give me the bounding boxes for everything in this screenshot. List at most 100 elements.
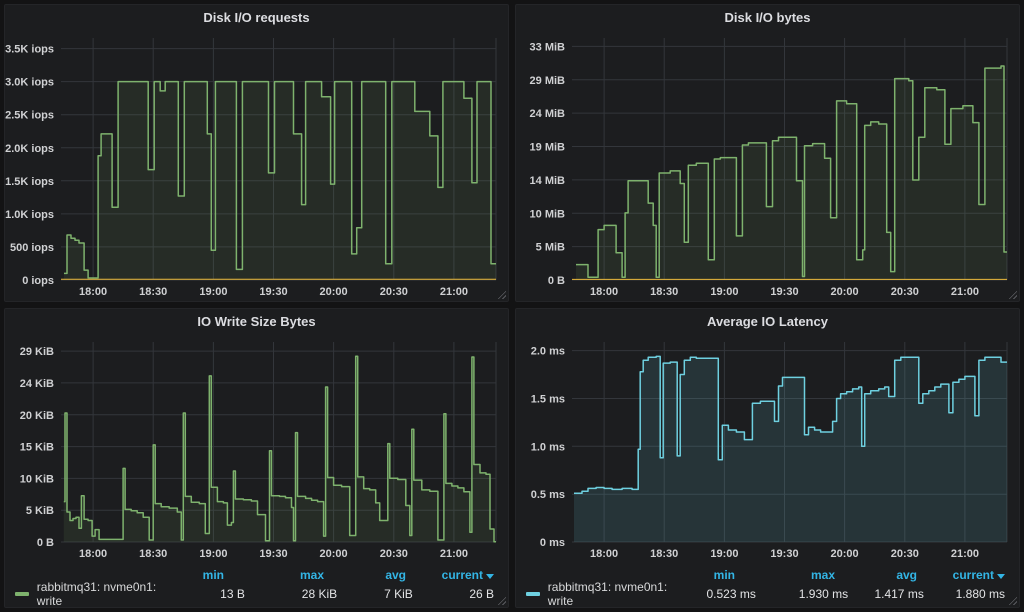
legend-current-value: 26 B bbox=[469, 586, 495, 601]
legend-sort-current[interactable]: current bbox=[406, 568, 494, 582]
svg-text:21:00: 21:00 bbox=[440, 548, 468, 560]
svg-text:2.0K iops: 2.0K iops bbox=[5, 143, 54, 155]
panel-title[interactable]: Average IO Latency bbox=[707, 314, 828, 329]
svg-text:15 KiB: 15 KiB bbox=[20, 442, 54, 454]
legend-series-row: rabbitmq31: nvme0n1: write 13 B 28 KiB 7… bbox=[15, 580, 495, 607]
svg-text:21:00: 21:00 bbox=[440, 286, 468, 298]
svg-text:19:30: 19:30 bbox=[259, 286, 287, 298]
svg-text:10 MiB: 10 MiB bbox=[530, 208, 566, 220]
svg-text:19:00: 19:00 bbox=[199, 548, 227, 560]
svg-text:0 B: 0 B bbox=[37, 537, 54, 549]
svg-text:14 MiB: 14 MiB bbox=[530, 175, 566, 187]
svg-text:0 iops: 0 iops bbox=[22, 275, 54, 287]
svg-text:1.5K iops: 1.5K iops bbox=[5, 176, 54, 188]
disk-io-requests-chart[interactable]: 18:00 18:30 19:00 19:30 20:00 20:30 21:00 0 iop… bbox=[5, 31, 508, 301]
svg-text:20:30: 20:30 bbox=[891, 286, 919, 298]
panel-resize-handle-icon[interactable] bbox=[497, 290, 506, 299]
series-color-swatch bbox=[526, 591, 540, 596]
svg-text:19:30: 19:30 bbox=[770, 286, 798, 298]
svg-text:500 iops: 500 iops bbox=[10, 242, 54, 254]
panel-resize-handle-icon[interactable] bbox=[1008, 290, 1017, 299]
legend-sort-current[interactable]: current bbox=[917, 568, 1005, 582]
svg-text:5 KiB: 5 KiB bbox=[26, 505, 54, 517]
panel-title[interactable]: Disk I/O bytes bbox=[724, 10, 811, 25]
svg-text:19:30: 19:30 bbox=[770, 548, 798, 560]
legend-min-value: 13 B bbox=[220, 586, 245, 601]
plot-area: 18:00 18:30 19:00 19:30 20:00 20:30 21:00 0 B 5 … bbox=[516, 31, 1019, 301]
svg-text:19:30: 19:30 bbox=[259, 548, 287, 560]
legend-sort-current-label: current bbox=[441, 567, 483, 582]
svg-text:1.0 ms: 1.0 ms bbox=[531, 441, 565, 453]
legend-header-row: min max avg current bbox=[526, 565, 1005, 584]
svg-text:20:00: 20:00 bbox=[320, 286, 348, 298]
caret-down-icon bbox=[486, 573, 494, 579]
svg-text:29 KiB: 29 KiB bbox=[20, 346, 54, 358]
legend-sort-max[interactable]: max bbox=[810, 567, 835, 582]
svg-text:0.5 ms: 0.5 ms bbox=[531, 489, 565, 501]
svg-text:19:00: 19:00 bbox=[710, 548, 738, 560]
legend-sort-max[interactable]: max bbox=[299, 567, 324, 582]
svg-text:20:30: 20:30 bbox=[891, 548, 919, 560]
legend-sort-avg[interactable]: avg bbox=[385, 567, 406, 582]
svg-text:20:00: 20:00 bbox=[320, 548, 348, 560]
svg-text:29 MiB: 29 MiB bbox=[530, 75, 566, 87]
svg-text:18:00: 18:00 bbox=[590, 286, 618, 298]
legend-sort-avg[interactable]: avg bbox=[896, 567, 917, 582]
legend-sort-min[interactable]: min bbox=[202, 567, 224, 582]
svg-text:18:00: 18:00 bbox=[590, 548, 618, 560]
plot-area: 18:00 18:30 19:00 19:30 20:00 20:30 21:00 0 ms 0… bbox=[516, 335, 1019, 563]
svg-text:18:00: 18:00 bbox=[79, 286, 107, 298]
svg-text:18:30: 18:30 bbox=[650, 548, 678, 560]
legend-max-value: 28 KiB bbox=[301, 586, 338, 601]
legend-avg-value: 1.417 ms bbox=[874, 586, 924, 601]
legend-max-value: 1.930 ms bbox=[798, 586, 849, 601]
svg-text:1.5 ms: 1.5 ms bbox=[531, 394, 565, 406]
svg-text:21:00: 21:00 bbox=[951, 548, 979, 560]
legend-series-label[interactable]: rabbitmq31: nvme0n1: write bbox=[36, 579, 157, 608]
panel-io-write-size-bytes: IO Write Size Bytes 18:00 18:30 19:00 19:30… bbox=[4, 308, 509, 608]
svg-text:20:30: 20:30 bbox=[380, 286, 408, 298]
plot-area: 18:00 18:30 19:00 19:30 20:00 20:30 21:00 0 B 5 … bbox=[5, 335, 508, 563]
svg-text:19 MiB: 19 MiB bbox=[530, 142, 566, 154]
legend-avg-value: 7 KiB bbox=[384, 586, 413, 601]
legend-current-value: 1.880 ms bbox=[955, 586, 1006, 601]
series-color-swatch bbox=[15, 591, 29, 596]
legend-header-row: min max avg current bbox=[15, 565, 494, 584]
svg-text:19:00: 19:00 bbox=[199, 286, 227, 298]
svg-text:24 KiB: 24 KiB bbox=[20, 378, 54, 390]
svg-text:24 MiB: 24 MiB bbox=[530, 108, 566, 120]
legend-min-value: 0.523 ms bbox=[706, 586, 756, 601]
svg-text:18:30: 18:30 bbox=[139, 286, 167, 298]
panel-title[interactable]: IO Write Size Bytes bbox=[197, 314, 316, 329]
svg-text:2.0 ms: 2.0 ms bbox=[531, 346, 565, 358]
panel-resize-handle-icon[interactable] bbox=[497, 596, 506, 605]
caret-down-icon bbox=[997, 573, 1005, 579]
average-io-latency-chart[interactable]: 18:00 18:30 19:00 19:30 20:00 20:30 21:00 0 ms 0… bbox=[516, 335, 1019, 563]
svg-text:5 MiB: 5 MiB bbox=[536, 242, 565, 254]
svg-text:18:30: 18:30 bbox=[650, 286, 678, 298]
legend-sort-current-label: current bbox=[952, 567, 994, 582]
svg-text:21:00: 21:00 bbox=[951, 286, 979, 298]
panel-title[interactable]: Disk I/O requests bbox=[203, 10, 310, 25]
svg-text:3.0K iops: 3.0K iops bbox=[5, 77, 54, 89]
disk-io-bytes-chart[interactable]: 18:00 18:30 19:00 19:30 20:00 20:30 21:00 0 B 5 … bbox=[516, 31, 1019, 301]
svg-text:20:30: 20:30 bbox=[380, 548, 408, 560]
svg-text:19:00: 19:00 bbox=[710, 286, 738, 298]
legend-series-label[interactable]: rabbitmq31: nvme0n1: write bbox=[547, 579, 668, 608]
svg-text:18:00: 18:00 bbox=[79, 548, 107, 560]
legend: min max avg current rabbitmq31: nvme0n1:… bbox=[516, 563, 1019, 607]
svg-text:0 B: 0 B bbox=[548, 275, 565, 287]
io-write-size-bytes-chart[interactable]: 18:00 18:30 19:00 19:30 20:00 20:30 21:00 0 B 5 … bbox=[5, 335, 508, 563]
plot-area: 18:00 18:30 19:00 19:30 20:00 20:30 21:00 0 iop… bbox=[5, 31, 508, 301]
legend-series-row: rabbitmq31: nvme0n1: write 0.523 ms 1.93… bbox=[526, 580, 1006, 607]
svg-text:2.5K iops: 2.5K iops bbox=[5, 110, 54, 122]
svg-text:18:30: 18:30 bbox=[139, 548, 167, 560]
panel-average-io-latency: Average IO Latency 18:00 18:30 19:00 19:30 2… bbox=[515, 308, 1020, 608]
svg-text:10 KiB: 10 KiB bbox=[20, 473, 54, 485]
panel-resize-handle-icon[interactable] bbox=[1008, 596, 1017, 605]
svg-text:20:00: 20:00 bbox=[831, 548, 859, 560]
legend-sort-min[interactable]: min bbox=[713, 567, 735, 582]
svg-text:20:00: 20:00 bbox=[831, 286, 859, 298]
svg-text:3.5K iops: 3.5K iops bbox=[5, 44, 54, 56]
